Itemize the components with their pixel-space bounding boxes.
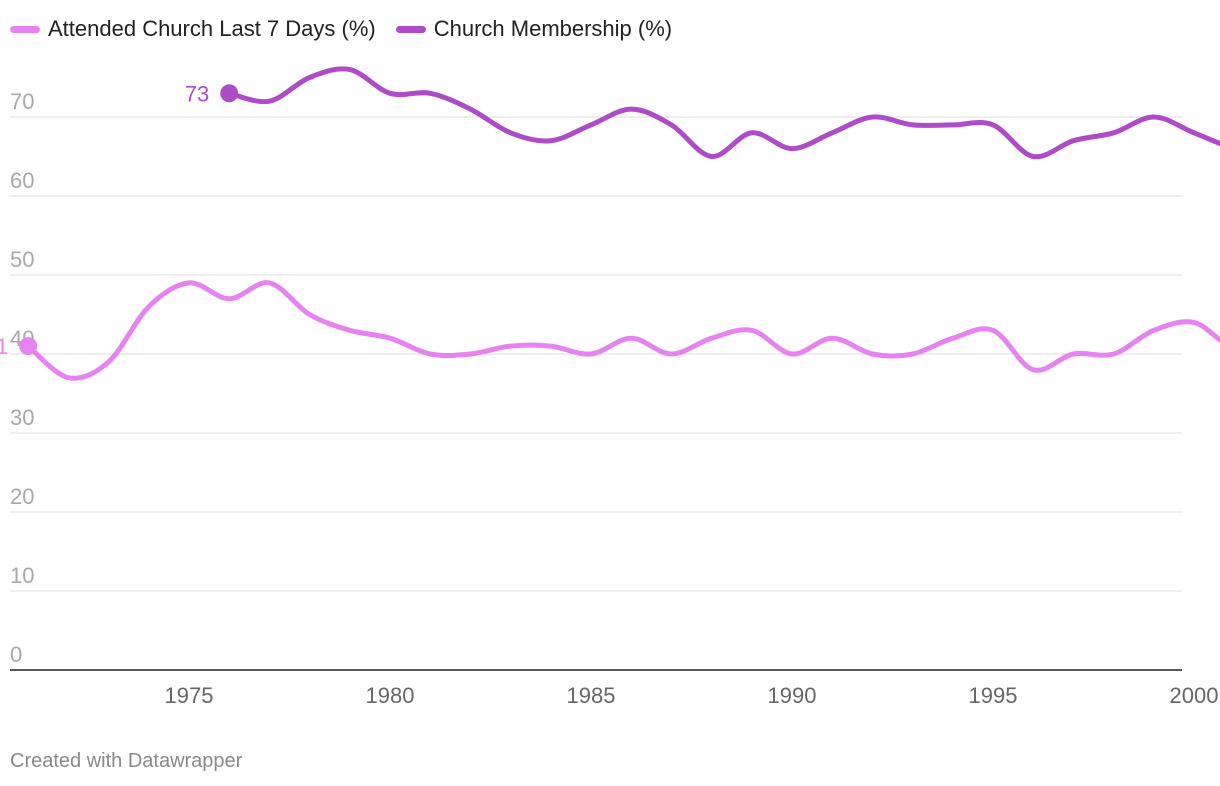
y-tick-label-70: 70 (10, 89, 34, 114)
legend-item-membership: Church Membership (%) (395, 16, 673, 42)
y-tick-label-60: 60 (10, 168, 34, 193)
legend-swatch-membership (395, 25, 426, 33)
start-label-membership: 73 (185, 81, 209, 106)
series-line-membership (226, 66, 1220, 160)
line-chart: 0102030405060701975198019851990199520002… (0, 66, 1220, 708)
x-tick-label-1985: 1985 (567, 683, 616, 708)
legend-label-membership: Church Membership (%) (433, 16, 673, 41)
x-tick-label-1975: 1975 (165, 683, 214, 708)
x-tick-label-1990: 1990 (768, 683, 817, 708)
x-tick-label-2000: 2000 (1170, 683, 1219, 708)
x-tick-label-1980: 1980 (366, 683, 415, 708)
y-tick-label-20: 20 (10, 484, 34, 509)
legend-label-attendance: Attended Church Last 7 Days (%) (48, 16, 376, 41)
y-tick-label-10: 10 (10, 563, 34, 588)
y-tick-label-0: 0 (10, 642, 22, 667)
start-point-attendance (19, 337, 38, 356)
start-label-attendance: 41 (0, 334, 8, 359)
start-point-membership (220, 84, 239, 103)
y-tick-label-30: 30 (10, 405, 34, 430)
series-line-attendance (25, 280, 1220, 381)
footer-credit: Created with Datawrapper (10, 750, 243, 772)
x-tick-label-1995: 1995 (969, 683, 1018, 708)
legend-item-attendance: Attended Church Last 7 Days (%) (10, 16, 376, 42)
legend: Attended Church Last 7 Days (%) Church M… (10, 16, 672, 42)
legend-swatch-attendance (10, 25, 40, 33)
y-tick-label-50: 50 (10, 247, 34, 272)
